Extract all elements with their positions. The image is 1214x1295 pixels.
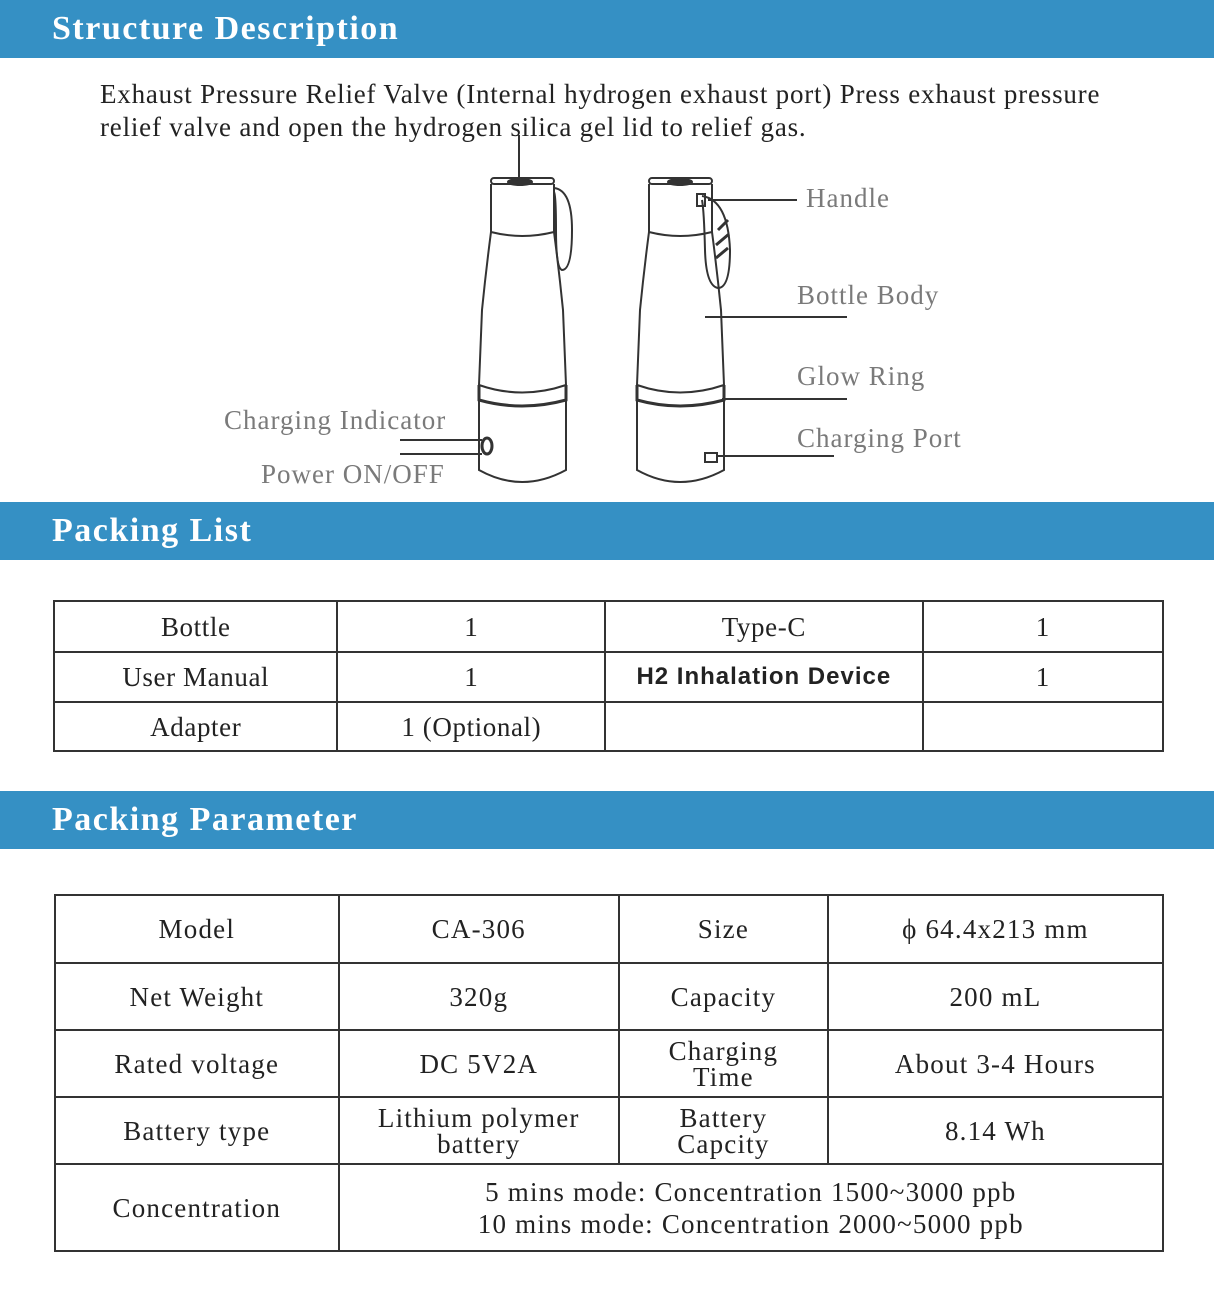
table-row: Bottle 1 Type-C 1 [52, 600, 1165, 653]
cell: About 3-4 Hours [826, 1029, 1165, 1098]
cell: Size [617, 894, 829, 964]
concentration-cell: 5 mins mode: Concentration 1500~3000 ppb… [337, 1163, 1165, 1252]
cell: 1 [336, 651, 607, 703]
cell: Charging Time [617, 1029, 829, 1098]
cell: H2 Inhalation Device [604, 651, 924, 703]
cell: Bottle [52, 600, 339, 653]
cell: Capacity [617, 962, 829, 1031]
cell: Rated voltage [54, 1029, 340, 1098]
cell: 1 (Optional) [336, 701, 607, 752]
table-row: Adapter 1 (Optional) [52, 701, 1165, 752]
section-header-structure: Structure Description [0, 0, 1214, 58]
bottle-front-view [400, 135, 574, 483]
label-bottle-body: Bottle Body [797, 280, 940, 310]
bottle-illustration [400, 135, 847, 483]
cell: Battery type [54, 1096, 340, 1165]
table-row: Battery type Lithium polymer battery Batte… [54, 1096, 1165, 1165]
cell: Battery Capcity [617, 1096, 829, 1165]
cell: Lithium polymer battery [337, 1096, 620, 1165]
cell: Concentration [54, 1163, 340, 1252]
cell: Model [54, 894, 340, 964]
label-glow-ring: Glow Ring [797, 361, 926, 391]
label-charging-indicator: Charging Indicator [224, 405, 447, 435]
table-row: Net Weight 320g Capacity 200 mL [54, 962, 1165, 1031]
cell: Net Weight [54, 962, 340, 1031]
cell: DC 5V2A [337, 1029, 620, 1098]
cell: ϕ 64.4x213 mm [826, 894, 1165, 964]
cell [604, 701, 924, 752]
cell: 8.14 Wh [826, 1096, 1165, 1165]
concentration-line: 10 mins mode: Concentration 2000~5000 pp… [477, 1208, 1024, 1239]
table-row: Model CA-306 Size ϕ 64.4x213 mm [54, 894, 1165, 964]
cell: 1 [336, 600, 607, 653]
concentration-line: 5 mins mode: Concentration 1500~3000 ppb [485, 1176, 1017, 1207]
cell: Type-C [604, 600, 924, 653]
bottle-side-view [635, 177, 847, 483]
packing-list-table: Bottle 1 Type-C 1 User Manual 1 H2 Inhalation… [52, 600, 1165, 752]
cell: User Manual [52, 651, 339, 703]
section-header-packing-parameter: Packing Parameter [0, 791, 1214, 849]
cell: 320g [337, 962, 620, 1031]
label-handle: Handle [806, 183, 890, 213]
cell: 1 [921, 651, 1165, 703]
cell: CA-306 [337, 894, 620, 964]
structure-description: Exhaust Pressure Relief Valve (Internal … [100, 79, 1101, 142]
cell: Adapter [52, 701, 339, 752]
table-row: User Manual 1 H2 Inhalation Device 1 [52, 651, 1165, 703]
cell: 200 mL [826, 962, 1165, 1031]
label-charging-port: Charging Port [797, 423, 962, 453]
label-power: Power ON/OFF [261, 459, 445, 489]
section-header-packing-list: Packing List [0, 502, 1214, 560]
table-row: Concentration 5 mins mode: Concentration… [54, 1163, 1165, 1252]
parameter-table: Model CA-306 Size ϕ 64.4x213 mm Net Weight 3… [54, 894, 1165, 1252]
cell [921, 701, 1165, 752]
cell: 1 [921, 600, 1165, 653]
table-row: Rated voltage DC 5V2A Charging Time About 3… [54, 1029, 1165, 1098]
